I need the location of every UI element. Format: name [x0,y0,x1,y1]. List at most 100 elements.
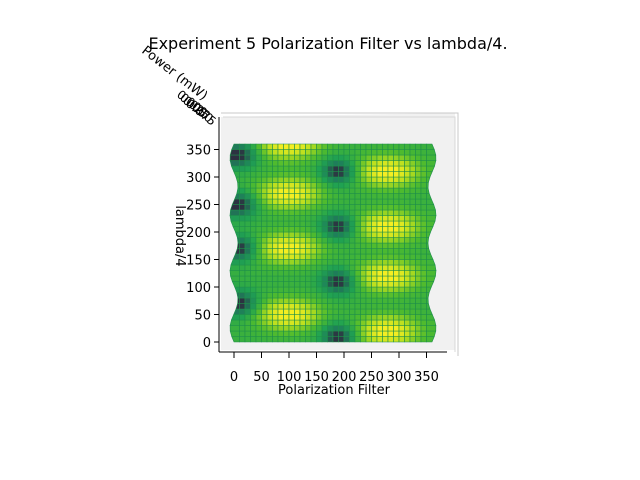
surface-cell [343,325,350,332]
surface-cell [288,292,295,299]
surface-cell [376,171,383,178]
surface-cell [371,165,378,172]
surface-cell [332,253,339,260]
surface-cell [316,325,323,332]
surface-cell [283,160,290,167]
surface-cell [261,198,268,205]
surface-cell [261,220,268,227]
surface-cell [398,330,405,337]
surface-cell [305,325,312,332]
surface-cell [426,143,435,150]
surface-cell [393,264,400,271]
surface-cell [376,209,383,216]
surface-cell [393,143,400,150]
surface-cell [371,198,378,205]
surface-cell [354,264,361,271]
surface-cell [283,325,290,332]
surface-cell [338,325,345,332]
surface-cell [387,143,394,150]
surface-cell [409,275,416,282]
surface-cell [261,209,268,216]
surface-cell [332,165,339,172]
surface-cell [415,253,422,260]
surface-cell [310,165,317,172]
surface-cell [393,253,400,260]
surface-cell [277,209,284,216]
surface-cell [294,281,301,288]
surface-cell [343,319,350,326]
surface-cell [261,297,268,304]
surface-cell [415,154,422,161]
surface-cell [415,187,422,194]
surface-cell [321,215,328,222]
surface-cell [288,215,295,222]
surface-cell [244,160,251,167]
surface-cell [371,182,378,189]
surface-cell [277,303,284,310]
surface-cell [266,270,273,277]
surface-cell [261,253,268,260]
surface-cell [371,160,378,167]
surface-cell [343,215,350,222]
surface-cell [415,171,422,178]
surface-cell [387,187,394,194]
surface-cell [299,165,306,172]
surface-cell [288,253,295,260]
surface-cell [250,143,257,150]
surface-cell [294,176,301,183]
surface-cell [288,226,295,233]
surface-cell [376,143,383,150]
surface-cell [283,336,290,343]
surface-cell [310,182,317,189]
surface-cell [305,226,312,233]
surface-cell [393,187,400,194]
surface-cell [255,160,262,167]
surface-cell [327,182,334,189]
surface-cell [299,193,306,200]
surface-cell [349,292,356,299]
surface-cell [250,336,257,343]
surface-cell [360,270,367,277]
surface-cell [310,171,317,178]
surface-cell [316,220,323,227]
surface-cell [398,226,405,233]
surface-cell [426,209,437,216]
surface-cell [316,215,323,222]
surface-cell [310,336,317,343]
surface-cell [398,292,405,299]
surface-cell [349,198,356,205]
surface-cell [244,143,251,150]
surface-cell [321,220,328,227]
surface-cell [404,264,411,271]
surface-cell [409,154,416,161]
surface-cell [387,336,394,343]
surface-cell [365,226,372,233]
surface-cell [261,182,268,189]
surface-cell [382,220,389,227]
surface-cell [244,248,251,255]
surface-cell [244,314,251,321]
surface-cell [299,209,306,216]
surface-cell [321,160,328,167]
surface-cell [261,303,268,310]
surface-cell [327,215,334,222]
surface-cell [371,215,378,222]
surface-cell [387,308,394,315]
surface-cell [261,204,268,211]
surface-cell [229,215,240,222]
surface-cell [349,160,356,167]
surface-cell [365,154,372,161]
surface-cell [244,220,251,227]
surface-cell [382,209,389,216]
surface-cell [305,336,312,343]
surface-cell [283,286,290,293]
surface-cell [255,303,262,310]
surface-cell [327,237,334,244]
surface-cell [371,292,378,299]
surface-cell [382,336,389,343]
surface-cell [420,143,427,150]
surface-cell [354,286,361,293]
surface-cell [398,237,405,244]
surface-cell [365,275,372,282]
surface-cell [244,259,251,266]
